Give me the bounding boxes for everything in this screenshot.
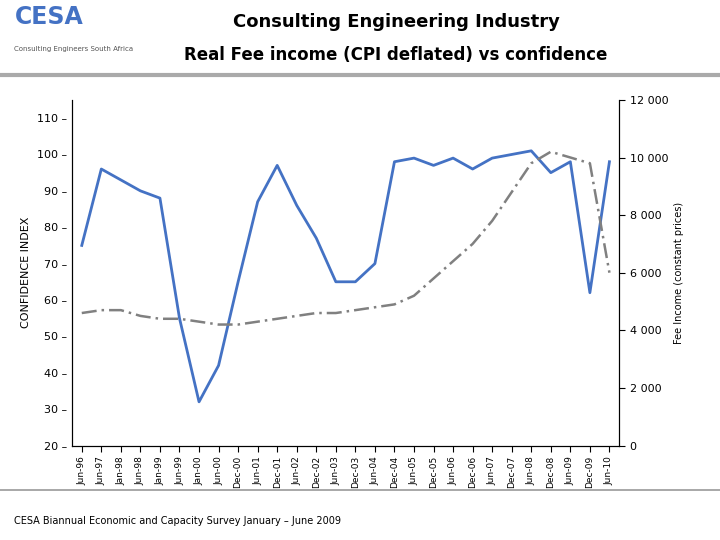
- Text: Real Fee income (CPI deflated) vs confidence: Real Fee income (CPI deflated) vs confid…: [184, 46, 608, 64]
- Y-axis label: Fee Income (constant prices): Fee Income (constant prices): [674, 201, 684, 344]
- Y-axis label: CONFIDENCE INDEX: CONFIDENCE INDEX: [22, 217, 32, 328]
- Text: Consulting Engineers South Africa: Consulting Engineers South Africa: [14, 45, 133, 51]
- Text: CESA Biannual Economic and Capacity Survey January – June 2009: CESA Biannual Economic and Capacity Surv…: [14, 516, 341, 526]
- Text: Consulting Engineering Industry: Consulting Engineering Industry: [233, 13, 559, 31]
- Text: CESA: CESA: [14, 5, 83, 29]
